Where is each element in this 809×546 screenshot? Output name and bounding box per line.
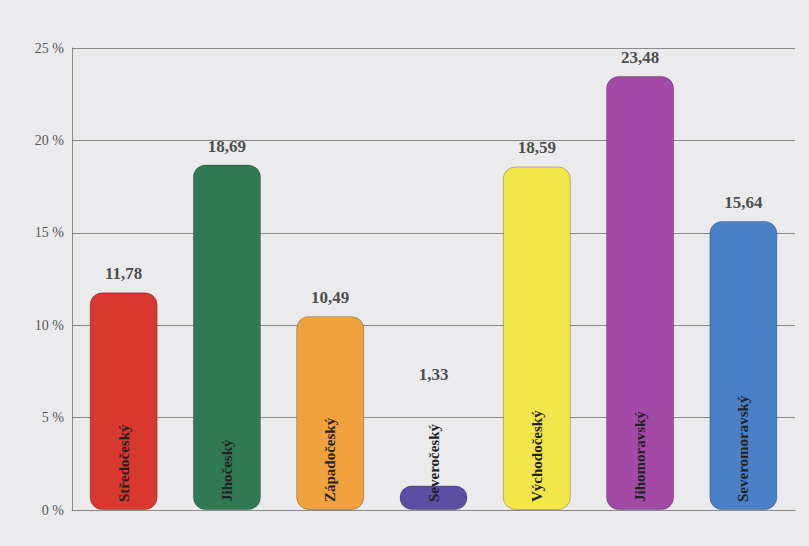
svg-text:Jihomoravský: Jihomoravský [632,411,648,502]
svg-text:Středočeský: Středočeský [116,424,132,502]
svg-text:11,78: 11,78 [105,264,142,283]
svg-text:18,69: 18,69 [208,137,246,156]
svg-text:10,49: 10,49 [311,288,349,307]
svg-text:10 %: 10 % [35,318,65,333]
svg-text:Východočeský: Východočeský [529,410,545,502]
svg-text:Jihočeský: Jihočeský [219,439,235,502]
svg-text:1,33: 1,33 [419,365,449,384]
svg-text:0 %: 0 % [42,503,65,518]
svg-text:5 %: 5 % [42,410,65,425]
svg-text:25 %: 25 % [35,41,65,56]
svg-text:23,48: 23,48 [621,48,659,67]
svg-text:Západočeský: Západočeský [322,417,338,502]
svg-text:15 %: 15 % [35,225,65,240]
svg-text:20 %: 20 % [35,133,65,148]
svg-text:Severomoravský: Severomoravský [735,395,751,502]
svg-text:Severočeský: Severočeský [426,423,442,502]
svg-text:15,64: 15,64 [724,193,763,212]
svg-text:18,59: 18,59 [518,138,556,157]
